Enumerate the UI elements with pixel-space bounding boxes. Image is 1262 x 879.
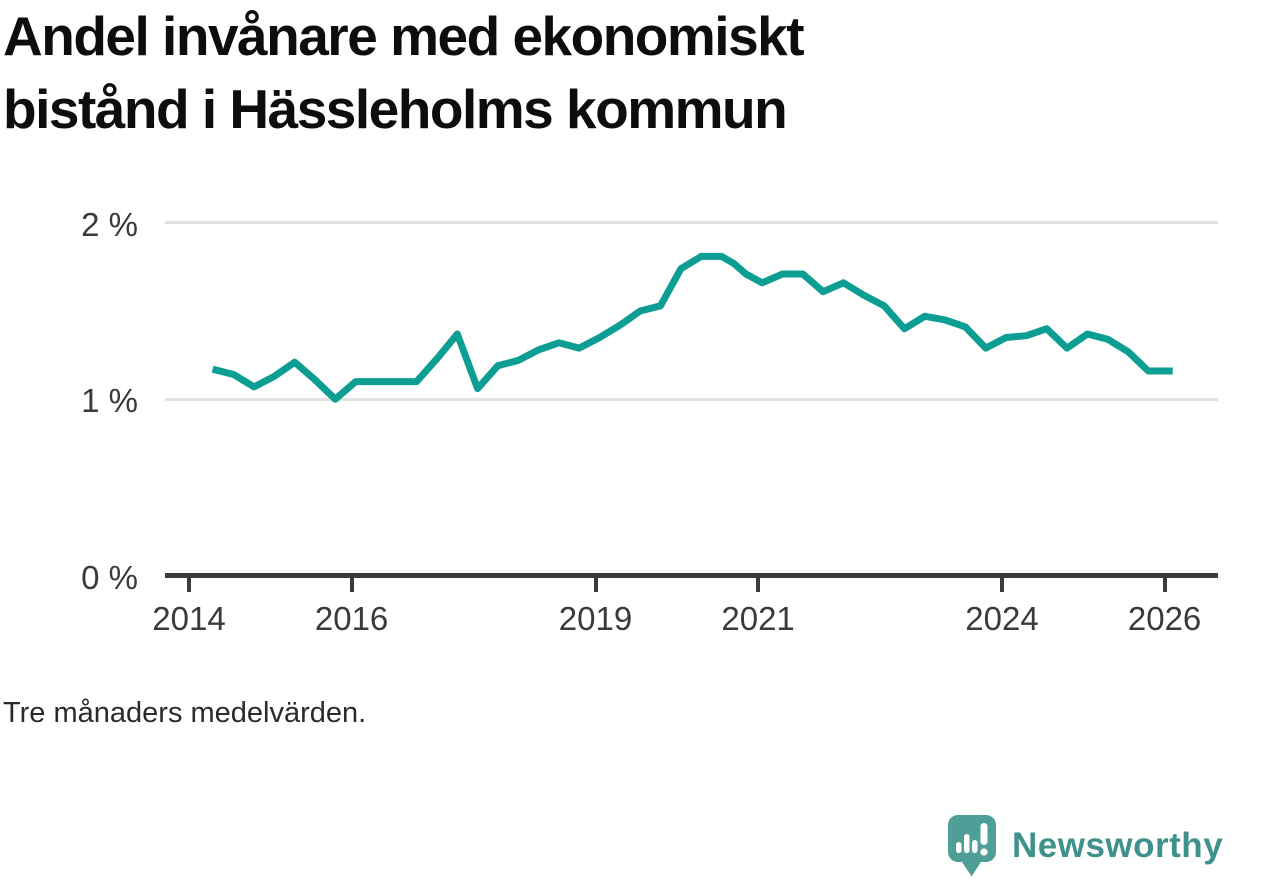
brand-name: Newsworthy bbox=[1012, 826, 1224, 865]
x-tick-label: 2024 bbox=[965, 600, 1039, 637]
x-tick-label: 2016 bbox=[314, 600, 389, 637]
newsworthy-logo-icon bbox=[948, 814, 996, 876]
series-line bbox=[211, 252, 1173, 403]
title-line-2: bistånd i Hässleholms kommun bbox=[3, 78, 788, 140]
y-tick-label: 2 % bbox=[81, 205, 138, 243]
x-tick-mark bbox=[756, 578, 761, 592]
y-tick-label: 1 % bbox=[81, 382, 138, 420]
gridline-1pct bbox=[165, 397, 1218, 401]
chart-footnote: Tre månaders medelvärden. bbox=[3, 697, 367, 729]
x-tick-mark bbox=[187, 578, 191, 592]
title-line-1: Andel invånare med ekonomiskt bbox=[3, 5, 805, 67]
x-tick-mark bbox=[593, 578, 598, 592]
x-tick-label: 2026 bbox=[1127, 600, 1202, 637]
x-axis-line bbox=[165, 573, 1218, 578]
x-tick-label: 2014 bbox=[152, 600, 226, 637]
y-tick-label: 0 % bbox=[81, 558, 138, 596]
x-tick-mark bbox=[1162, 578, 1167, 592]
x-tick-mark bbox=[1000, 578, 1004, 592]
x-tick-mark bbox=[349, 578, 354, 592]
x-tick-label: 2019 bbox=[558, 600, 633, 637]
chart-title: Andel invånare med ekonomiskt bistånd i … bbox=[3, 0, 805, 146]
x-tick-label: 2021 bbox=[721, 600, 795, 637]
newsworthy-logo: Newsworthy bbox=[948, 814, 1223, 878]
gridline-2pct bbox=[165, 221, 1218, 225]
